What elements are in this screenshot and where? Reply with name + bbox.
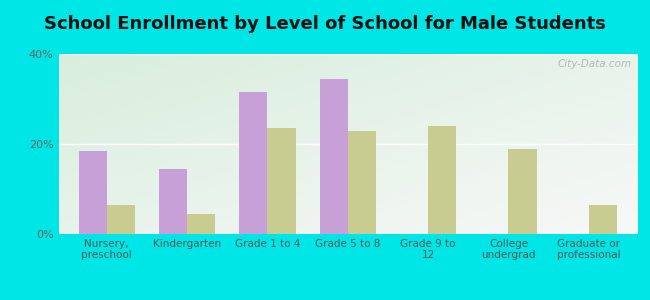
Bar [428,126,456,234]
Bar [187,214,215,234]
Bar [159,169,187,234]
Bar [320,79,348,234]
Bar [107,205,135,234]
Bar [508,148,536,234]
Text: School Enrollment by Level of School for Male Students: School Enrollment by Level of School for… [44,15,606,33]
Text: City-Data.com: City-Data.com [557,59,631,69]
Bar [348,130,376,234]
Bar [267,128,296,234]
Bar [239,92,267,234]
Bar [79,151,107,234]
Bar [589,205,617,234]
